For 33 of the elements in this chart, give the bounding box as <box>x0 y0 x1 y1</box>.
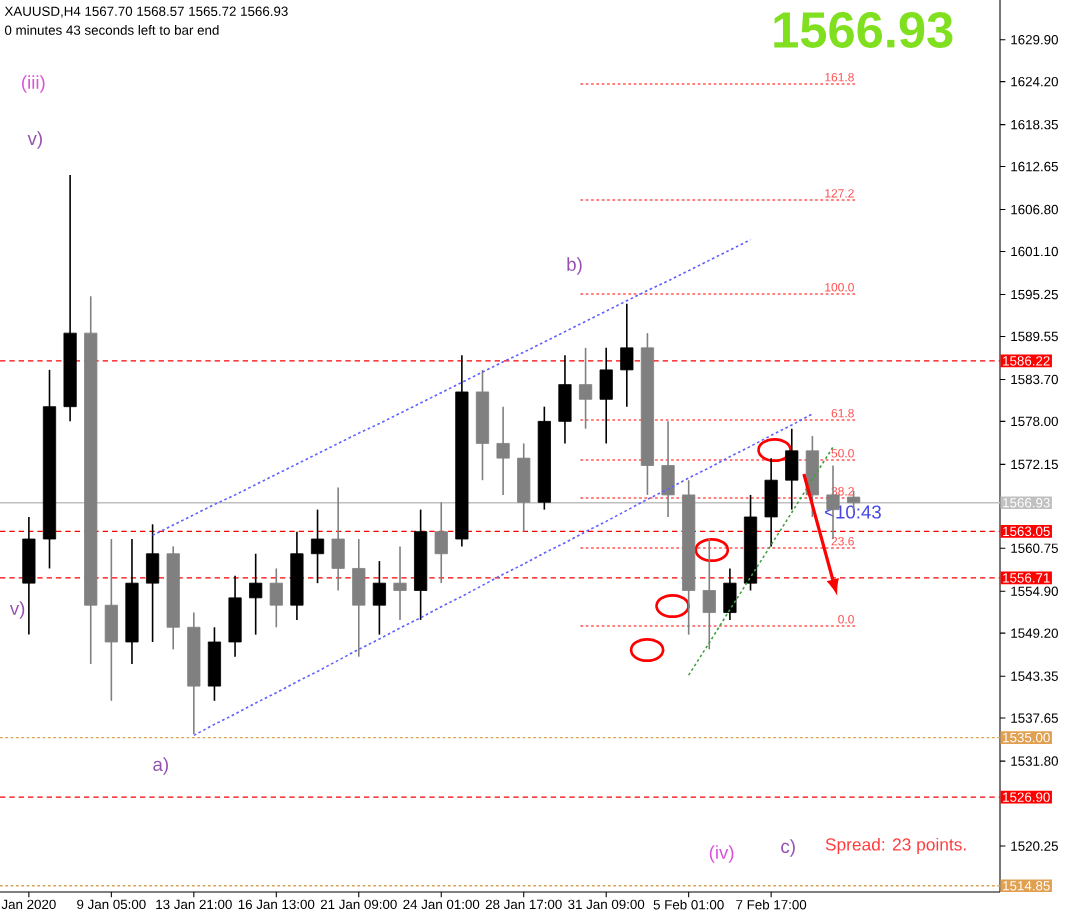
annotation: c) <box>781 839 795 857</box>
candlestick <box>228 574 242 658</box>
candlestick <box>372 560 386 636</box>
annotation: Spread: 23 points. <box>825 837 966 855</box>
candlestick <box>146 523 160 643</box>
candlestick <box>352 538 366 658</box>
candlestick <box>785 427 799 511</box>
candlestick <box>434 501 448 584</box>
annotation: b) <box>567 257 582 275</box>
candlestick <box>517 442 531 533</box>
candlestick <box>661 420 675 518</box>
annotation: v) <box>27 131 42 149</box>
annotation: v) <box>9 601 25 619</box>
candlestick <box>578 347 593 430</box>
candlestick <box>620 302 634 408</box>
annotation: (iv) <box>709 845 734 863</box>
candlestick <box>496 405 510 496</box>
annotation: (iii) <box>22 75 45 93</box>
candlestick <box>310 508 325 584</box>
candlestick <box>558 354 572 445</box>
candlestick <box>22 516 36 636</box>
candlestick <box>104 538 118 702</box>
candlestick <box>249 552 263 636</box>
annotation: 1566.93 <box>774 12 953 48</box>
candlestick <box>207 626 222 702</box>
candlestick <box>599 347 613 445</box>
candlestick <box>723 567 737 621</box>
candlestick <box>764 457 778 548</box>
candlestick <box>269 567 283 629</box>
annotation: a) <box>153 757 168 775</box>
candlestick <box>331 486 345 592</box>
candlestick <box>393 545 407 621</box>
candlestick <box>702 538 716 651</box>
